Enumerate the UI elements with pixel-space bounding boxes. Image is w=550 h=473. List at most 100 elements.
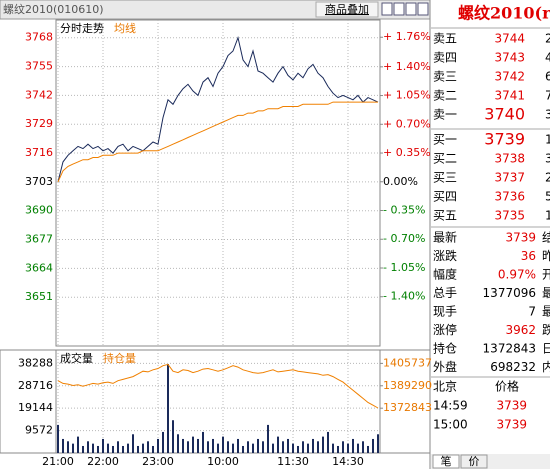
y2-tick-label: 1405737 (383, 356, 432, 369)
y2-tick-label: 1372843 (383, 401, 432, 414)
y2-tick-label: + 1.76% (383, 30, 431, 43)
y2-tick-label: + 1.40% (383, 60, 431, 73)
volume-bar (282, 441, 284, 453)
stat-label: 最新 (433, 230, 457, 245)
volume-bar (372, 438, 374, 453)
volume-bar (332, 443, 334, 453)
stat-extra: 昨 (542, 249, 550, 263)
volume-bar (142, 443, 144, 453)
volume-bar (162, 431, 164, 453)
tab[interactable] (432, 454, 460, 469)
volume-bar (57, 424, 59, 453)
volume-bar (352, 438, 354, 453)
volume-bar (322, 436, 324, 453)
trade-time: 14:59 (433, 399, 468, 413)
volume-bar (217, 443, 219, 453)
book-label: 卖五 (433, 32, 457, 46)
book-label: 卖二 (433, 89, 457, 103)
book-price: 3744 (494, 32, 525, 46)
volume-bar (192, 436, 194, 453)
volume-bar (232, 443, 234, 453)
volume-bar (267, 424, 269, 453)
book-label: 买三 (433, 171, 457, 185)
y-tick-label: 3664 (25, 261, 53, 274)
book-qty: 6 (545, 70, 550, 84)
book-price: 3743 (494, 51, 525, 65)
y-tick-label: 3677 (25, 233, 53, 246)
y2-tick-label: - 0.35% (383, 204, 425, 217)
volume-bar (107, 443, 109, 453)
book-label: 买四 (433, 190, 457, 204)
volume-bar (367, 445, 369, 453)
stat-value: 698232 (490, 360, 536, 374)
tool-icon[interactable] (405, 2, 417, 16)
volume-bar (92, 443, 94, 453)
book-price: 3742 (494, 70, 525, 84)
volume-bar (342, 441, 344, 453)
volume-bar (97, 445, 99, 453)
volume-bar (227, 441, 229, 453)
legend-volume: 成交量 (60, 351, 93, 365)
volume-bar (347, 443, 349, 453)
tab[interactable] (460, 454, 488, 469)
stat-extra: 跌 (542, 322, 550, 337)
volume-bar (137, 445, 139, 453)
overlay-button[interactable] (315, 1, 379, 18)
y-tick-label: 3742 (25, 88, 53, 101)
trade-price: 3739 (496, 418, 527, 432)
y2-tick-label: 0.00% (383, 175, 418, 188)
tool-icon[interactable] (417, 2, 429, 16)
stat-extra: 最 (542, 305, 550, 319)
price-title: 分时走势 (60, 22, 104, 35)
volume-bar (172, 420, 174, 453)
volume-bar (207, 441, 209, 453)
volume-bar (67, 441, 69, 453)
book-qty: 3 (545, 108, 550, 122)
volume-bar (377, 434, 379, 453)
stat-label: 总手 (433, 286, 457, 300)
book-qty: 2 (545, 171, 550, 185)
price-line (57, 101, 378, 183)
volume-bar (152, 445, 154, 453)
x-tick-label: 14:30 (332, 455, 364, 468)
y2-tick-label: 1389290 (383, 379, 432, 392)
volume-bar (117, 441, 119, 453)
stat-value: 7 (528, 305, 536, 319)
tab-label[interactable]: 价 (469, 455, 480, 468)
tool-icon[interactable] (393, 2, 405, 16)
stat-extra: 结 (542, 231, 550, 245)
legend-oi: 持仓量 (103, 351, 136, 365)
volume-bar (312, 438, 314, 453)
tab-label[interactable]: 笔 (441, 454, 452, 468)
y-tick-label: 3755 (25, 60, 53, 73)
y-tick-label: 19144 (18, 401, 53, 414)
volume-bar (102, 438, 104, 453)
oi-line (57, 363, 379, 409)
volume-bar (187, 441, 189, 453)
volume-bar (62, 438, 64, 453)
stat-extra: 最 (542, 286, 550, 300)
tool-icon[interactable] (381, 2, 393, 16)
stat-label: 外盘 (433, 359, 457, 374)
volume-bar (337, 445, 339, 453)
volume-bar (307, 443, 309, 453)
volume-bar (182, 438, 184, 453)
x-tick-label: 23:00 (142, 455, 174, 468)
volume-bar (237, 438, 239, 453)
y-tick-label: 3651 (25, 290, 53, 303)
y-tick-label: 3768 (25, 31, 53, 44)
overlay-button-label[interactable]: 商品叠加 (325, 2, 369, 16)
volume-panel (55, 349, 381, 454)
book-label: 买一 (433, 133, 457, 147)
y2-tick-label: + 0.70% (383, 117, 431, 130)
y2-tick-label: + 1.05% (383, 89, 431, 102)
stat-value: 3962 (505, 323, 536, 337)
book-price: 3741 (494, 89, 525, 103)
volume-bar (302, 441, 304, 453)
y2-tick-label: + 0.35% (383, 146, 431, 159)
book-qty: 1 (545, 209, 550, 223)
volume-bar (112, 445, 114, 453)
volume-bar (167, 364, 169, 453)
volume-bar (242, 445, 244, 453)
